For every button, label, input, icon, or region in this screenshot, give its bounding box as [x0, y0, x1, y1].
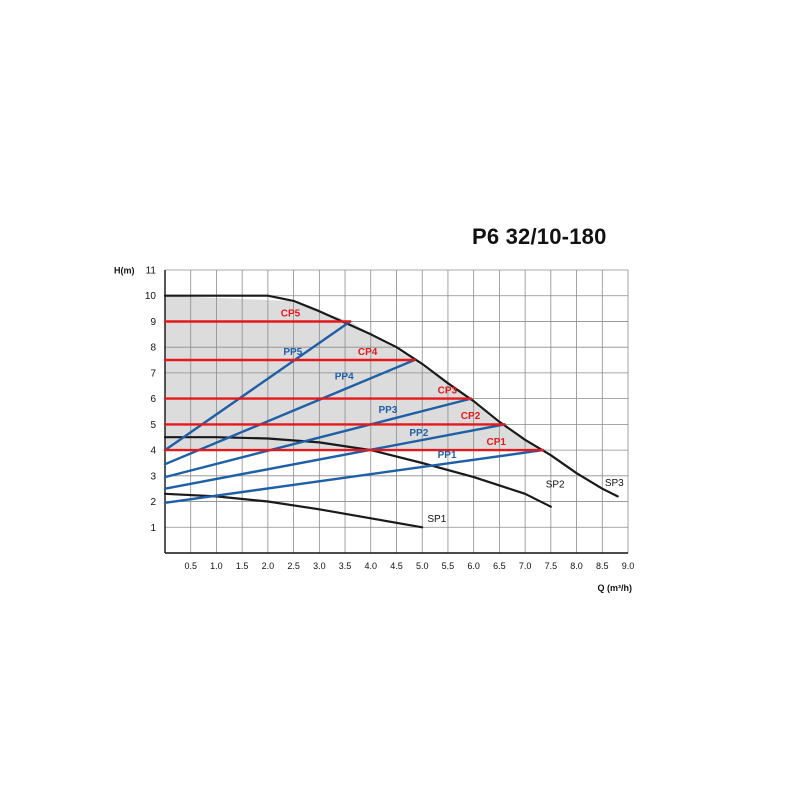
x-tick-label: 2.5: [287, 561, 300, 571]
x-tick-label: 1.0: [210, 561, 223, 571]
series-layer: [163, 294, 619, 529]
x-tick-label: 9.0: [622, 561, 635, 571]
series-pp4: [163, 358, 416, 466]
y-tick-label: 1: [150, 523, 156, 534]
y-tick-label: 8: [150, 343, 156, 354]
chart-title: P6 32/10-180: [472, 224, 607, 249]
curve-label-sp1: SP1: [427, 514, 446, 525]
x-tick-label: 3.0: [313, 561, 326, 571]
curve-label-pp4: PP4: [335, 371, 354, 382]
series-pp5: [163, 320, 352, 452]
x-axis-label: Q (m³/h): [598, 583, 633, 593]
x-tick-label: 3.5: [339, 561, 352, 571]
curve-label-sp3: SP3: [605, 478, 624, 489]
annotations-layer: CP5 CP4 CP3 CP2 CP1 PP5 PP4 PP3 PP2 PP1 SP1 SP2 SP3: [281, 308, 624, 525]
x-tick-label: 7.5: [545, 561, 558, 571]
curve-label-pp3: PP3: [378, 405, 397, 416]
curve-label-pp1: PP1: [438, 450, 457, 461]
x-tick-label: 6.0: [467, 561, 480, 571]
x-tick-label: 5.5: [442, 561, 455, 571]
curve-label-cp2: CP2: [461, 411, 481, 422]
y-tick-label: 6: [150, 394, 156, 405]
curve-label-pp5: PP5: [283, 347, 302, 358]
tick-labels-layer: 0.5 1.0 1.5 2.0 2.5 3.0 3.5 4.0 4.5 5.0 5.5 6.0 6.5 7…: [145, 266, 634, 572]
axes-layer: [164, 270, 628, 554]
series-pp3: [163, 397, 473, 479]
curve-label-pp2: PP2: [409, 428, 428, 439]
y-axis-label: H(m): [114, 266, 135, 276]
x-tick-label: 8.5: [596, 561, 609, 571]
y-tick-label: 9: [150, 317, 156, 328]
x-tick-label: 4.5: [390, 561, 403, 571]
x-tick-label: 4.0: [365, 561, 378, 571]
y-tick-label: 7: [150, 368, 156, 379]
y-tick-label: 2: [150, 497, 156, 508]
curve-label-cp5: CP5: [281, 308, 301, 319]
x-tick-label: 7.0: [519, 561, 532, 571]
x-tick-label: 5.0: [416, 561, 429, 571]
curve-label-cp4: CP4: [358, 347, 378, 358]
y-tick-label: 3: [150, 471, 156, 482]
series-pp1: [163, 448, 545, 504]
curve-label-cp3: CP3: [438, 385, 458, 396]
series-pp2: [163, 423, 506, 490]
x-tick-label: 1.5: [236, 561, 249, 571]
x-tick-label: 8.0: [570, 561, 583, 571]
series-sp3: [163, 294, 619, 498]
curve-label-cp1: CP1: [487, 437, 507, 448]
y-tick-label: 11: [146, 266, 157, 277]
x-tick-label: 6.5: [493, 561, 506, 571]
y-tick-label: 10: [145, 291, 157, 302]
x-tick-label: 2.0: [262, 561, 275, 571]
curve-label-sp2: SP2: [546, 479, 565, 490]
y-tick-label: 4: [150, 446, 156, 457]
y-tick-label: 5: [150, 420, 156, 431]
x-tick-label: 0.5: [184, 561, 197, 571]
